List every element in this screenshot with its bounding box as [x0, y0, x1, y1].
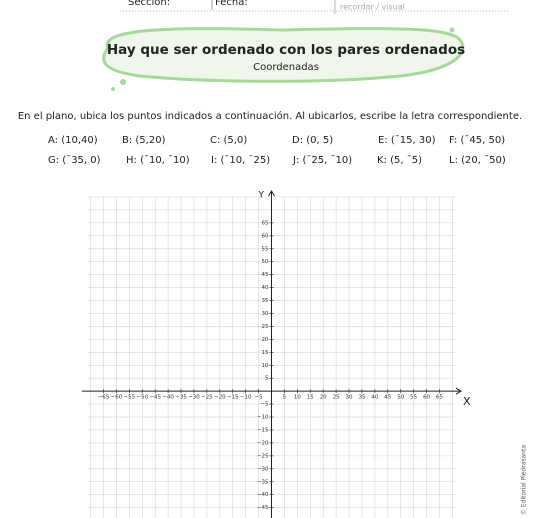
x-axis-label: X: [463, 395, 471, 408]
y-tick-label: −35: [257, 479, 269, 485]
x-tick-label: −5: [255, 395, 264, 401]
x-tick-label: 5: [283, 395, 287, 401]
y-tick-label: 60: [262, 233, 269, 239]
x-tick-label: 65: [436, 395, 443, 401]
point-item: K: (5, ¯5): [377, 155, 422, 166]
x-tick-label: −35: [175, 395, 187, 401]
x-tick-label: 50: [397, 395, 404, 401]
banner-dot: [449, 27, 455, 33]
x-arrow: [455, 387, 462, 395]
point-item: H: (¯10, ¯10): [126, 155, 190, 166]
header-note: recordar / visual: [340, 3, 405, 12]
x-tick-label: −65: [98, 395, 110, 401]
instructions: En el plano, ubica los puntos indicados …: [18, 110, 522, 122]
x-tick-label: −25: [201, 395, 213, 401]
x-tick-label: −15: [227, 395, 239, 401]
y-tick-label: 45: [262, 272, 269, 278]
x-tick-label: 30: [346, 395, 353, 401]
copyright: © Editorial Piedrasanta: [521, 445, 528, 515]
y-tick-label: 20: [262, 337, 269, 343]
y-tick-label: 25: [262, 324, 269, 330]
y-tick-label: −15: [257, 427, 269, 433]
x-tick-label: 15: [307, 395, 314, 401]
y-tick-label: 50: [262, 259, 269, 265]
point-item: L: (20, ¯50): [449, 155, 506, 166]
y-axis-label: Y: [258, 191, 265, 201]
y-tick-label: −40: [257, 492, 269, 498]
point-item: A: (10,40): [48, 135, 98, 146]
point-item: F: (¯45, 50): [449, 135, 505, 146]
x-tick-label: 40: [371, 395, 378, 401]
y-tick-label: 30: [262, 311, 269, 317]
y-tick-label: 40: [262, 285, 269, 291]
point-item: B: (5,20): [122, 135, 166, 146]
point-item: J: (¯25, ¯10): [292, 155, 352, 166]
y-tick-label: −20: [257, 440, 269, 446]
section-label: Sección:: [128, 0, 170, 8]
point-item: D: (0, 5): [292, 135, 333, 146]
banner-dot: [111, 87, 115, 91]
title-banner: [102, 27, 465, 83]
x-tick-label: −30: [188, 395, 200, 401]
x-tick-label: −10: [240, 395, 252, 401]
y-arrow: [268, 190, 275, 197]
y-tick-label: −10: [257, 415, 269, 421]
x-tick-label: 25: [333, 395, 340, 401]
y-tick-label: −30: [257, 466, 269, 472]
y-tick-label: −25: [257, 453, 269, 459]
subtitle: Coordenadas: [253, 62, 319, 73]
x-tick-label: 60: [423, 395, 430, 401]
y-tick-label: −5: [260, 402, 269, 408]
y-tick-label: 15: [262, 350, 269, 356]
y-tick-label: −45: [257, 505, 269, 511]
y-tick-label: 10: [262, 363, 269, 369]
title: Hay que ser ordenado con los pares orden…: [107, 42, 465, 58]
y-tick-label: 5: [265, 376, 269, 382]
x-tick-label: 45: [384, 395, 391, 401]
x-tick-label: −60: [111, 395, 123, 401]
point-item: C: (5,0): [210, 135, 247, 146]
point-item: G: (¯35, 0): [48, 155, 101, 166]
date-label: Fecha:: [215, 0, 248, 8]
x-tick-label: −40: [162, 395, 174, 401]
y-tick-label: 35: [262, 298, 269, 304]
x-tick-label: −20: [214, 395, 226, 401]
x-tick-label: 20: [320, 395, 327, 401]
x-tick-label: 55: [410, 395, 417, 401]
y-tick-label: 65: [262, 220, 269, 226]
x-tick-label: −55: [124, 395, 136, 401]
banner-dot: [120, 79, 126, 85]
point-item: I: (¯10, ¯25): [211, 155, 270, 166]
x-tick-label: −45: [149, 395, 161, 401]
x-tick-label: −50: [136, 395, 148, 401]
y-tick-label: 55: [262, 246, 269, 252]
point-item: E: (¯15, 30): [378, 135, 436, 146]
x-tick-label: 35: [358, 395, 365, 401]
x-tick-label: 10: [294, 395, 301, 401]
